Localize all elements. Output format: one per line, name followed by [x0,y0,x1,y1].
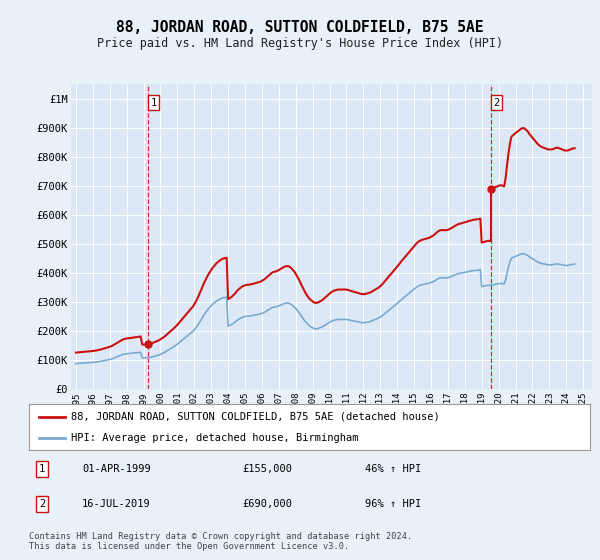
Text: £155,000: £155,000 [242,464,292,474]
Text: 88, JORDAN ROAD, SUTTON COLDFIELD, B75 5AE: 88, JORDAN ROAD, SUTTON COLDFIELD, B75 5… [116,20,484,35]
Text: 16-JUL-2019: 16-JUL-2019 [82,499,151,509]
Text: 01-APR-1999: 01-APR-1999 [82,464,151,474]
Text: 2: 2 [493,98,500,108]
Text: 88, JORDAN ROAD, SUTTON COLDFIELD, B75 5AE (detached house): 88, JORDAN ROAD, SUTTON COLDFIELD, B75 5… [71,412,440,422]
Text: 96% ↑ HPI: 96% ↑ HPI [365,499,422,509]
Text: 2: 2 [39,499,45,509]
Text: 1: 1 [150,98,157,108]
Text: HPI: Average price, detached house, Birmingham: HPI: Average price, detached house, Birm… [71,433,358,443]
Text: 1: 1 [39,464,45,474]
Text: £690,000: £690,000 [242,499,292,509]
Text: Price paid vs. HM Land Registry's House Price Index (HPI): Price paid vs. HM Land Registry's House … [97,37,503,50]
Text: Contains HM Land Registry data © Crown copyright and database right 2024.
This d: Contains HM Land Registry data © Crown c… [29,532,412,552]
Text: 46% ↑ HPI: 46% ↑ HPI [365,464,422,474]
